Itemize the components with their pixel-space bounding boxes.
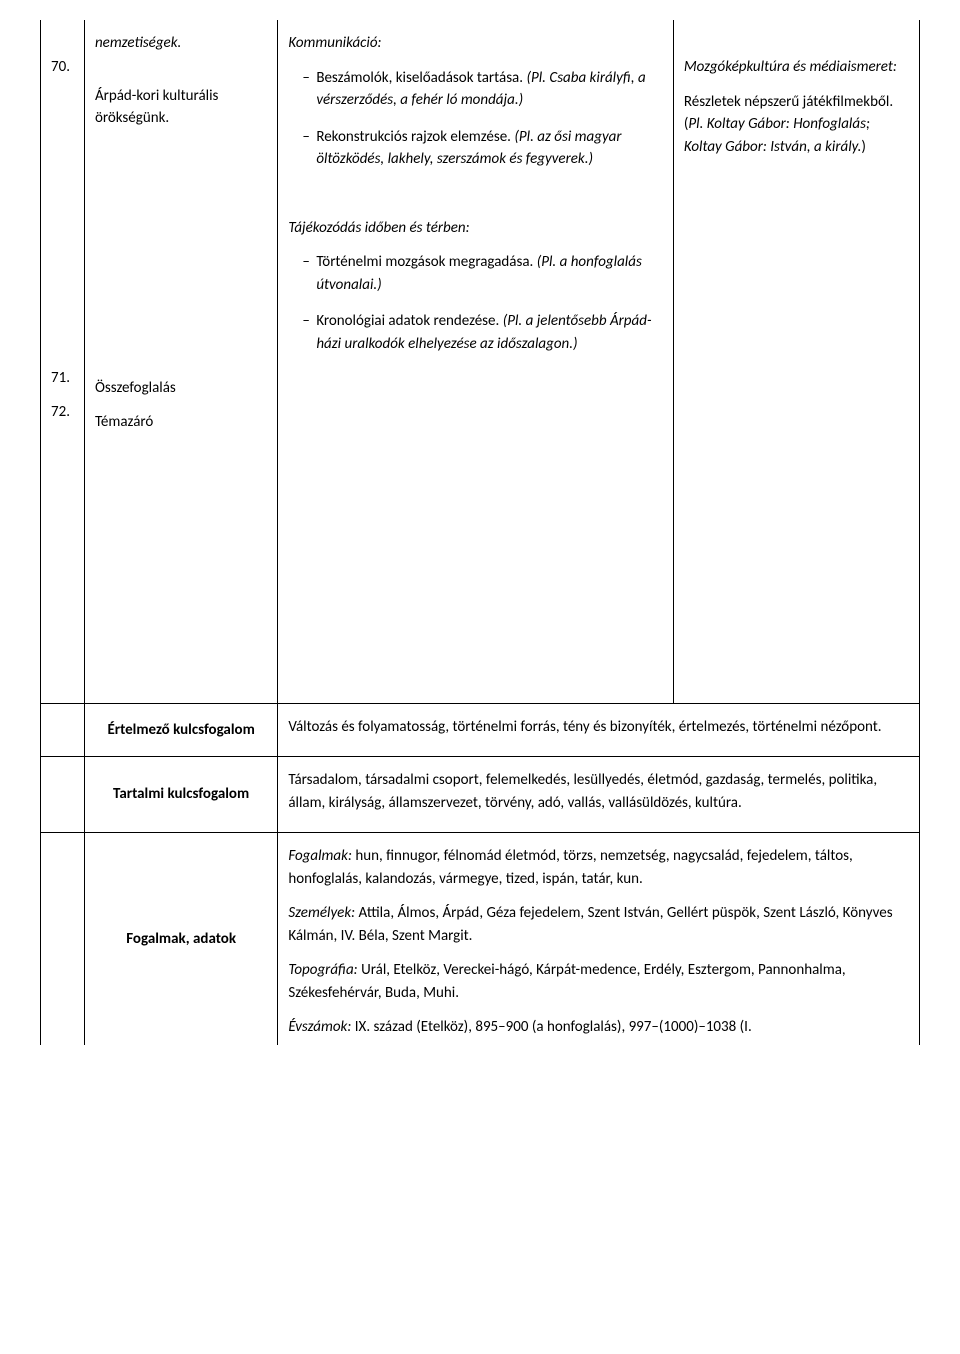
lesson-72-num: 72.	[51, 401, 74, 424]
row70-topic-italic: nemzetiségek.	[95, 34, 181, 52]
row71-mid: Tájékozódás időben és térben: Történelmi…	[278, 191, 674, 704]
row71-mid-li2: Kronológiai adatok rendezése. (Pl. a jel…	[302, 310, 663, 355]
row70-mid-li2: Rekonstrukciós rajzok elemzése. (Pl. az …	[302, 126, 663, 171]
row70-topic: nemzetiségek. Árpád-kori kulturális örök…	[84, 20, 277, 191]
key2-num	[41, 757, 85, 833]
row71-right	[673, 191, 919, 704]
row70-mid-list: Beszámolók, kiselőadások tartása. (Pl. C…	[288, 67, 663, 171]
key3-label: Fogalmak, adatok	[84, 833, 277, 1045]
key2-text: Társadalom, társadalmi csoport, felemelk…	[288, 769, 909, 814]
row71-mid-head: Tájékozódás időben és térben:	[288, 217, 663, 240]
row70-mid-head: Kommunikáció:	[288, 32, 663, 55]
row70-number: 70.	[41, 20, 85, 191]
row71-topic-a: Összefoglalás	[95, 377, 267, 400]
row70-right-head: Mozgóképkultúra és médiaismeret:	[684, 58, 897, 76]
lesson-71-num: 71.	[51, 367, 74, 390]
key1-num	[41, 703, 85, 757]
key2-label: Tartalmi kulcsfogalom	[84, 757, 277, 833]
row71-topic: Összefoglalás Témazáró	[84, 191, 277, 704]
key3-p1: Fogalmak: hun, finnugor, félnomád életmó…	[288, 845, 909, 890]
row70-right: Mozgóképkultúra és médiaismeret: Részlet…	[673, 20, 919, 191]
row71-number: 71. 72.	[41, 191, 85, 704]
key1-value: Változás és folyamatosság, történelmi fo…	[278, 703, 920, 757]
lesson-70-num: 70.	[51, 56, 74, 79]
key3-p3: Topográfia: Urál, Etelköz, Vereckei-hágó…	[288, 959, 909, 1004]
key1-text: Változás és folyamatosság, történelmi fo…	[288, 716, 909, 739]
row70-mid-li1: Beszámolók, kiselőadások tartása. (Pl. C…	[302, 67, 663, 112]
row71-mid-li1: Történelmi mozgások megragadása. (Pl. a …	[302, 251, 663, 296]
row70-topic-text: Árpád-kori kulturális örökségünk.	[95, 85, 267, 130]
key3-p2: Személyek: Attila, Álmos, Árpád, Géza fe…	[288, 902, 909, 947]
row70-mid: Kommunikáció: Beszámolók, kiselőadások t…	[278, 20, 674, 191]
row71-mid-list: Történelmi mozgások megragadása. (Pl. a …	[288, 251, 663, 355]
key3-p4: Évszámok: IX. század (Etelköz), 895–900 …	[288, 1016, 909, 1039]
key3-num	[41, 833, 85, 1045]
row71-topic-b: Témazáró	[95, 411, 267, 434]
key1-label: Értelmező kulcsfogalom	[84, 703, 277, 757]
row70-right-body: Részletek népszerű játékfilmekből. (Pl. …	[684, 91, 909, 159]
key2-value: Társadalom, társadalmi csoport, felemelk…	[278, 757, 920, 833]
curriculum-table: 70. nemzetiségek. Árpád-kori kulturális …	[40, 20, 920, 1045]
key3-value: Fogalmak: hun, finnugor, félnomád életmó…	[278, 833, 920, 1045]
